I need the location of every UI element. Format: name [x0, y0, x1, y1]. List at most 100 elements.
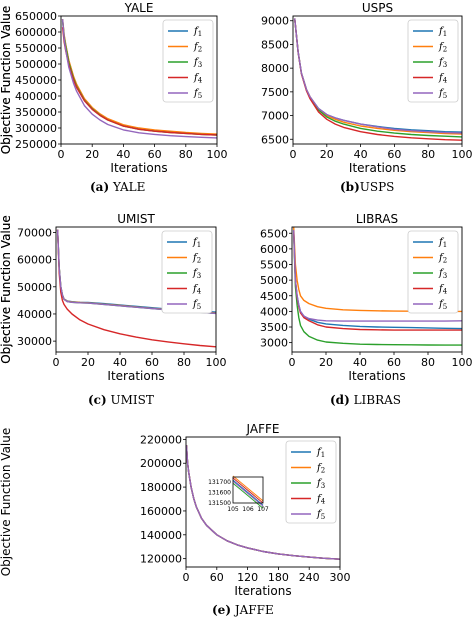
y-tick-label: 250000 — [15, 138, 57, 151]
chart-umist: UMIST 0 20 40 60 80 100 30000 40000 50000 60000 700… — [0, 212, 227, 383]
legend-label-subscript: 5 — [197, 303, 201, 311]
x-tick-label: 0 — [183, 571, 190, 584]
inset-y-tick-label: 131600 — [208, 490, 231, 497]
x-axis-label: Iterations — [348, 369, 405, 383]
legend-label: f1 — [438, 237, 447, 249]
legend-label-base: f — [316, 447, 323, 458]
y-axis-label: Objective Function Value — [0, 215, 13, 364]
legend-label-base: f — [193, 88, 200, 99]
x-tick-label: 60 — [210, 571, 224, 584]
legend-label-subscript: 3 — [321, 482, 325, 490]
inset-series-line-f5 — [232, 480, 264, 507]
y-axis-label: Objective Function Value — [0, 6, 13, 155]
legend-label: f3 — [192, 268, 201, 280]
legend-label-subscript: 3 — [443, 272, 447, 280]
legend-label-base: f — [192, 253, 199, 264]
y-axis-label: Objective Function Value — [0, 215, 13, 364]
caption-d: (d) LIBRAS — [330, 393, 401, 407]
inset-zoom: 105 106 107 131500 131600 131700 — [208, 475, 269, 513]
y-tick-label: 220000 — [140, 433, 182, 446]
x-tick-label: 0 — [290, 148, 297, 161]
legend-label-subscript: 1 — [443, 241, 447, 249]
legend-label: f4 — [316, 494, 326, 506]
x-axis-label: Iterations — [349, 161, 406, 175]
caption-tag: (a) — [90, 180, 110, 194]
legend-label-base: f — [192, 299, 199, 310]
x-tick-label: 180 — [268, 571, 289, 584]
x-tick-label: 80 — [177, 356, 191, 369]
x-tick-label: 80 — [421, 148, 435, 161]
legend-label-subscript: 5 — [321, 513, 325, 521]
x-axis-label: Iterations — [234, 584, 291, 598]
inset-x-tick-label: 105 — [227, 506, 239, 513]
x-tick-label: 0 — [58, 148, 65, 161]
legend-label: f5 — [316, 509, 325, 521]
y-tick-label: 70000 — [17, 226, 52, 239]
y-tick-label: 6000 — [260, 243, 288, 256]
legend-box — [407, 230, 459, 314]
legend-label-base: f — [438, 299, 445, 310]
caption-text: USPS — [359, 180, 395, 194]
chart-title: YALE — [124, 1, 154, 15]
chart-title: UMIST — [117, 212, 155, 226]
y-tick-label: 350000 — [15, 106, 57, 119]
legend-label-subscript: 4 — [321, 498, 326, 506]
x-tick-label: 20 — [319, 356, 333, 369]
inset-y-tick-label: 131700 — [208, 479, 231, 486]
y-tick-label: 180000 — [140, 481, 182, 494]
legend-label-subscript: 3 — [198, 61, 202, 69]
legend-label-base: f — [438, 88, 445, 99]
y-tick-label: 650000 — [15, 10, 57, 23]
legend-label: f5 — [438, 88, 447, 100]
legend-label: f5 — [438, 299, 447, 311]
inset-series-line-f3 — [232, 482, 264, 509]
legend-label-base: f — [316, 478, 323, 489]
legend-label-subscript: 4 — [443, 288, 448, 296]
series-line-f3 — [293, 233, 462, 346]
x-tick-label: 40 — [354, 148, 368, 161]
y-tick-label: 7500 — [261, 86, 289, 99]
legend-label: f5 — [193, 88, 202, 100]
y-tick-label: 600000 — [15, 26, 57, 39]
x-tick-label: 40 — [353, 356, 367, 369]
chart-title: JAFFE — [246, 422, 280, 436]
chart-yale: YALE 0 20 40 60 80 100 250000 300000 350000 400000… — [0, 1, 228, 175]
legend-label: f4 — [193, 73, 203, 85]
y-tick-label: 4000 — [260, 305, 288, 318]
y-tick-label: 120000 — [140, 553, 182, 566]
plot-frame — [185, 436, 341, 568]
legend-label-base: f — [192, 237, 199, 248]
legend-label-base: f — [192, 284, 199, 295]
y-tick-label: 8000 — [261, 62, 289, 75]
inset-series-line-f2 — [232, 475, 264, 502]
y-tick-label: 30000 — [17, 335, 52, 348]
x-tick-label: 80 — [421, 356, 435, 369]
legend-label-subscript: 1 — [443, 30, 447, 38]
legend-label: f3 — [438, 57, 447, 69]
y-tick-label: 160000 — [140, 505, 182, 518]
y-tick-label: 3000 — [260, 337, 288, 350]
legend-label: f5 — [192, 299, 201, 311]
x-axis-label: Iterations — [107, 369, 164, 383]
y-axis-label: Objective Function Value — [0, 6, 13, 155]
legend-label-subscript: 5 — [198, 92, 202, 100]
chart-jaffe: JAFFE 0 60 120 180 240 300 120000 140000 160000 18… — [0, 422, 351, 598]
legend-label-subscript: 4 — [443, 77, 448, 85]
legend-box — [161, 230, 213, 314]
legend-label-subscript: 2 — [321, 467, 325, 475]
caption-text: LIBRAS — [353, 393, 402, 407]
legend-label-subscript: 5 — [443, 92, 447, 100]
legend-label-base: f — [193, 26, 200, 37]
legend-label: f3 — [316, 478, 325, 490]
x-tick-label: 20 — [320, 148, 334, 161]
legend-label-base: f — [438, 268, 445, 279]
x-tick-label: 100 — [206, 356, 227, 369]
legend-label-base: f — [316, 463, 323, 474]
chart-title: USPS — [362, 1, 393, 15]
y-tick-label: 4500 — [260, 290, 288, 303]
